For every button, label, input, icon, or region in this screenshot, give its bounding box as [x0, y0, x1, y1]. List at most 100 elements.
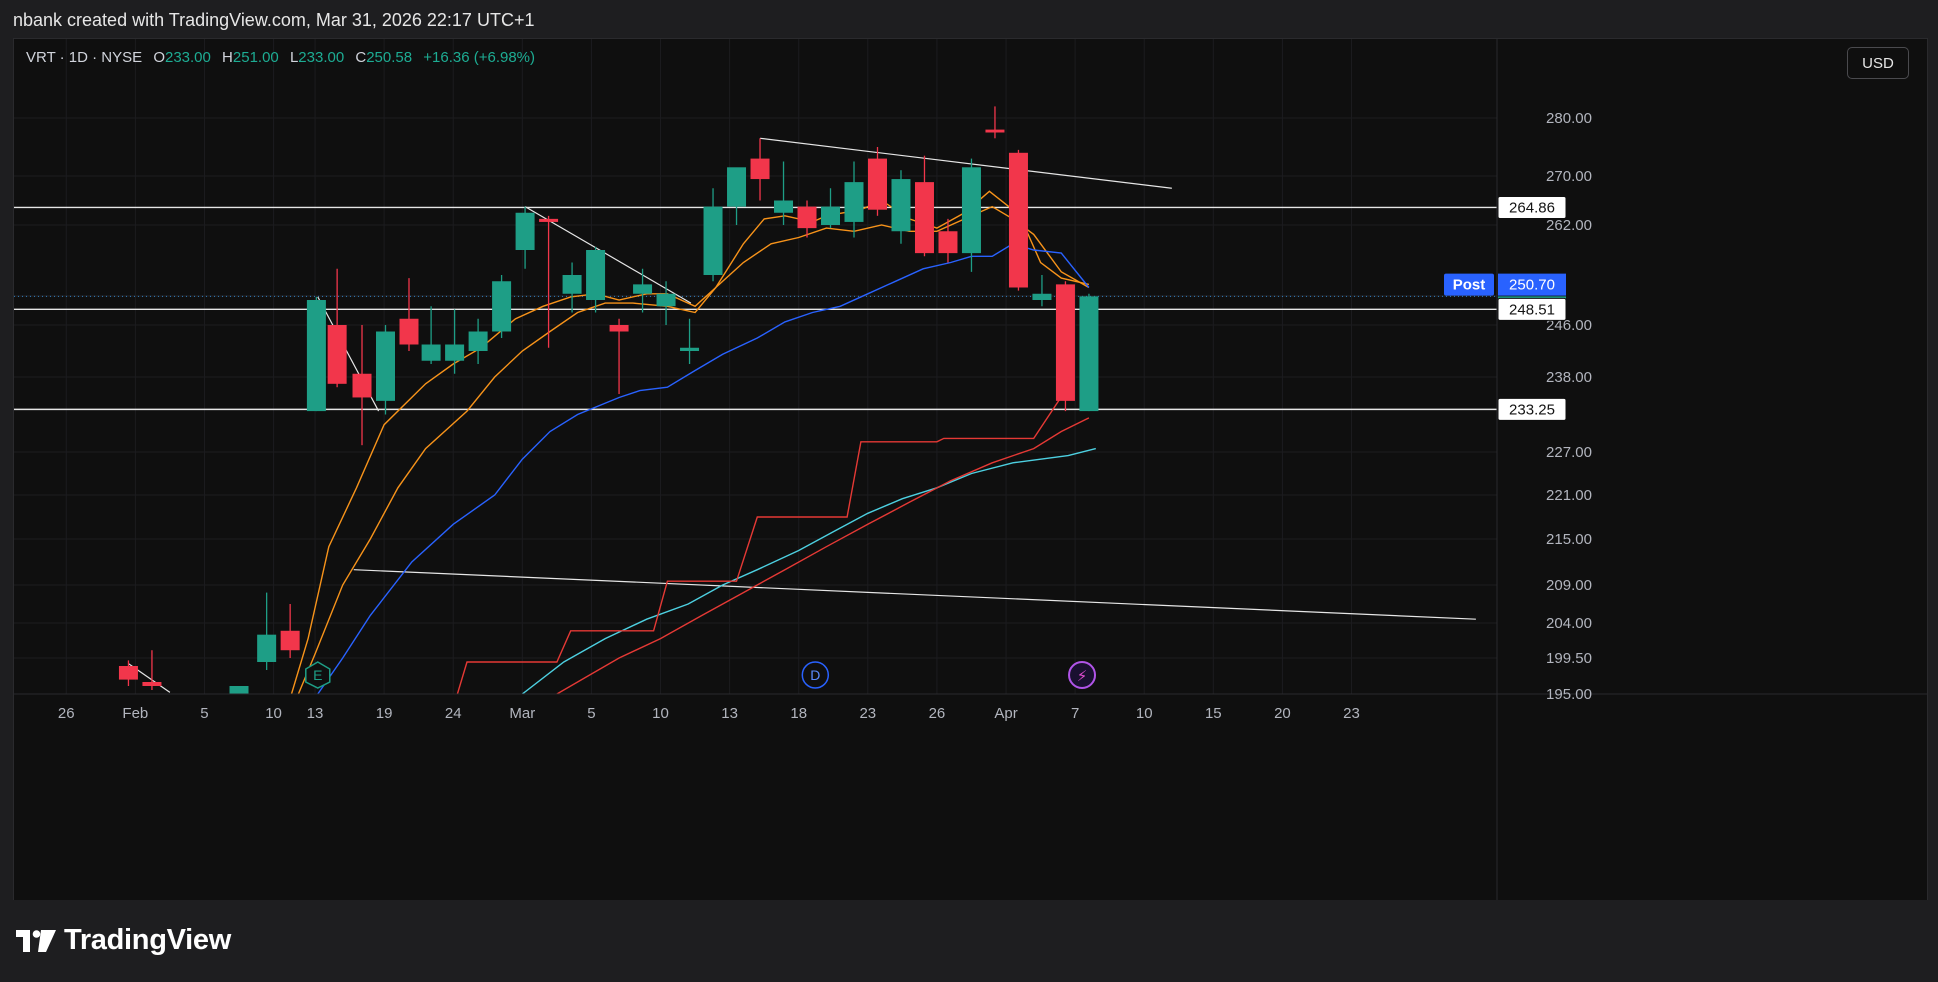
candle-up[interactable]	[633, 268, 653, 313]
trendline[interactable]	[524, 206, 692, 304]
close-value: 250.58	[366, 49, 413, 66]
candle-up[interactable]	[445, 309, 465, 374]
y-tick-label: 209.00	[1546, 577, 1592, 594]
y-tick-label: 204.00	[1546, 615, 1592, 632]
candle-down[interactable]	[142, 650, 162, 690]
ohlc-legend: VRT · 1D · NYSE O233.00 H251.00 L233.00 …	[26, 49, 535, 66]
candle-body	[445, 344, 465, 361]
level-badge-bg	[1497, 397, 1567, 421]
candle-up[interactable]	[891, 170, 911, 244]
indicator-line-ema-fast	[297, 205, 1090, 694]
level-price-badge: 233.25	[1497, 397, 1567, 421]
candle-down[interactable]	[280, 604, 300, 658]
candle-down[interactable]	[797, 200, 817, 238]
candle-up[interactable]	[229, 686, 249, 702]
indicator-line-ema-fast	[290, 190, 1090, 694]
level-badge-bg	[1497, 297, 1567, 321]
candle-body	[492, 281, 512, 332]
event-marker-label: ⚡	[1077, 667, 1088, 685]
candle-body	[938, 231, 958, 254]
x-tick-label: Apr	[994, 705, 1017, 722]
candle-up[interactable]	[306, 296, 326, 412]
low-label: L	[289, 49, 299, 66]
x-tick-label: Feb	[122, 705, 148, 722]
candle-up[interactable]	[1032, 275, 1052, 307]
y-tick-label: 195.00	[1546, 686, 1592, 703]
candle-up[interactable]	[727, 167, 747, 225]
x-tick-label: 10	[265, 705, 282, 722]
candle-down[interactable]	[867, 147, 887, 216]
candle-up[interactable]	[821, 188, 841, 229]
close-label: C	[355, 49, 367, 66]
level-price-badge: 264.86	[1497, 195, 1567, 219]
candle-up[interactable]	[844, 161, 864, 238]
dividend-marker[interactable]: D	[801, 661, 830, 689]
candle-up[interactable]	[703, 188, 723, 282]
grid	[14, 39, 1497, 695]
candle-down[interactable]	[539, 215, 559, 348]
candle-up[interactable]	[774, 161, 794, 226]
post-value-badge	[1498, 273, 1566, 296]
candle-up[interactable]	[376, 325, 396, 415]
candle-down[interactable]	[399, 278, 419, 351]
candle-body	[797, 206, 817, 229]
candle-body	[985, 129, 1005, 133]
candle-down[interactable]	[938, 218, 958, 263]
candle-body	[562, 275, 582, 294]
candle-down[interactable]	[327, 268, 347, 388]
x-tick-label: 19	[376, 705, 393, 722]
candle-up[interactable]	[961, 158, 981, 272]
high-value: 251.00	[232, 49, 279, 66]
candle-up[interactable]	[421, 306, 441, 364]
candle-up[interactable]	[515, 206, 535, 269]
candle-body	[774, 200, 794, 213]
open-label: O	[153, 49, 165, 66]
candle-body	[1008, 152, 1028, 288]
earnings-marker[interactable]: E	[305, 661, 331, 689]
dividend-icon	[801, 661, 830, 689]
plot-area	[14, 106, 1497, 702]
candle-down[interactable]	[609, 318, 629, 395]
footer: TradingView	[0, 900, 1938, 982]
candle-down[interactable]	[352, 325, 372, 446]
x-tick-label: 26	[929, 705, 946, 722]
candle-down[interactable]	[1055, 281, 1075, 412]
tradingview-logo[interactable]: TradingView	[16, 924, 231, 957]
candle-up[interactable]	[492, 275, 512, 338]
candle-down[interactable]	[1008, 149, 1028, 291]
candle-down[interactable]	[118, 660, 138, 686]
candle-body	[586, 250, 606, 300]
y-tick-label: 227.00	[1546, 444, 1592, 461]
candle-body	[539, 218, 559, 222]
earnings-icon	[305, 661, 331, 689]
candle-down[interactable]	[985, 106, 1005, 139]
candle-body	[961, 167, 981, 254]
x-tick-label: 5	[587, 705, 595, 722]
price-chart[interactable]: E D ⚡ 26 Feb 5 10 13 19 24 Mar 5 10 13 18 23 26 Apr 7 10 15 2…	[14, 39, 1927, 901]
attribution-text: nbank created with TradingView.com, Mar …	[13, 10, 535, 30]
candle-body	[352, 373, 372, 398]
candle-up[interactable]	[656, 281, 676, 325]
candle-up[interactable]	[586, 246, 606, 313]
candle-up[interactable]	[257, 592, 277, 670]
candle-up[interactable]	[680, 318, 700, 364]
event-marker[interactable]: ⚡	[1068, 661, 1097, 689]
chart-frame[interactable]: E D ⚡ 26 Feb 5 10 13 19 24 Mar 5 10 13 18 23 26 Apr 7 10 15 2…	[13, 38, 1928, 902]
candle-up[interactable]	[562, 262, 582, 313]
symbol-info: VRT · 1D · NYSE	[26, 49, 143, 66]
trendline[interactable]	[353, 569, 1476, 620]
candle-body	[399, 318, 419, 345]
indicator-line-red-line	[556, 417, 1090, 694]
currency-button[interactable]: USD	[1847, 47, 1909, 79]
candle-down[interactable]	[750, 138, 770, 201]
candle-up[interactable]	[468, 318, 488, 364]
x-tick-label: 10	[652, 705, 669, 722]
y-tick-label: 221.00	[1546, 487, 1592, 504]
y-tick-label: 199.50	[1546, 650, 1592, 667]
x-tick-label: 7	[1071, 705, 1079, 722]
candle-body	[703, 206, 723, 275]
trendline[interactable]	[759, 137, 1172, 189]
candle-up[interactable]	[1079, 293, 1099, 412]
y-tick-label: 280.00	[1546, 110, 1592, 127]
candle-down[interactable]	[914, 155, 934, 257]
